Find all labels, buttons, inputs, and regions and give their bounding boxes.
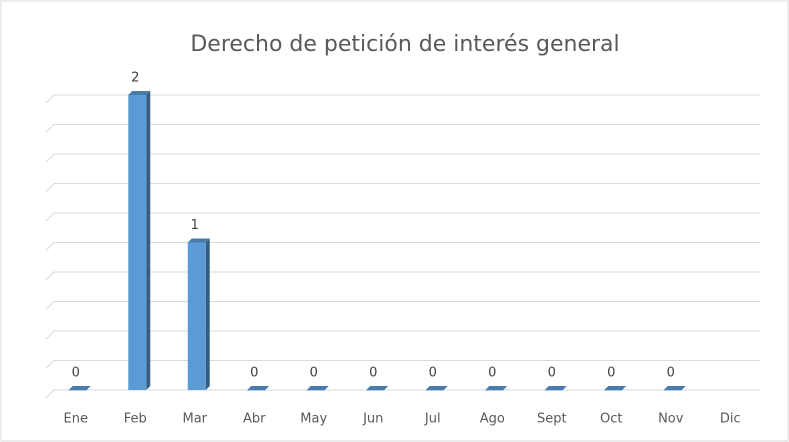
bar-front [544, 390, 563, 391]
bar [485, 386, 508, 391]
x-tick-label: Nov [658, 412, 684, 427]
value-label: 0 [72, 366, 80, 381]
bar-top [247, 386, 270, 390]
chart-title: Derecho de petición de interés general [190, 32, 619, 57]
grid-line [45, 271, 760, 281]
x-tick-label: Feb [124, 412, 147, 427]
bar-top [485, 386, 508, 390]
bar-top [68, 386, 91, 390]
bar [663, 386, 686, 391]
bar [247, 386, 270, 391]
x-tick-label: May [300, 412, 327, 427]
bar [366, 386, 389, 391]
bar-front [485, 390, 504, 391]
bar-front [425, 390, 444, 391]
bar-front [306, 390, 325, 391]
bar-front [247, 390, 266, 391]
bar-front [366, 390, 385, 391]
x-tick-label: Sept [537, 412, 567, 427]
value-label: 0 [488, 366, 496, 381]
x-tick-label: Mar [182, 412, 207, 427]
value-label: 0 [310, 366, 318, 381]
grid-line [45, 153, 760, 163]
x-tick-label: Dic [720, 412, 741, 427]
x-tick-label: Jul [424, 412, 441, 427]
bar-front [68, 390, 87, 391]
grid-line [45, 360, 760, 369]
bar [425, 386, 448, 391]
value-label: 0 [250, 366, 258, 381]
value-label: 0 [369, 366, 377, 381]
x-tick-label: Ago [480, 412, 505, 427]
grid-line [45, 242, 760, 251]
grid-line [45, 212, 760, 222]
bar-top [663, 386, 686, 390]
bar [544, 386, 567, 391]
value-label: 0 [548, 366, 556, 381]
bar-top [544, 386, 567, 390]
bar-top [366, 386, 389, 390]
grid-line [45, 183, 760, 192]
bar [306, 386, 329, 391]
bar-front [663, 390, 682, 391]
bar-top [187, 238, 210, 243]
value-label: 0 [429, 366, 437, 381]
bar-top [604, 386, 627, 390]
x-tick-label: Jun [362, 412, 383, 427]
bar [187, 238, 210, 390]
bar [68, 386, 91, 391]
value-label: 0 [667, 366, 675, 381]
grid-line [45, 124, 760, 133]
bar-top [128, 91, 151, 95]
x-tick-label: Oct [600, 412, 622, 427]
value-label: 0 [607, 366, 615, 381]
bar-front [128, 95, 147, 390]
value-label: 2 [131, 71, 139, 86]
bar-top [425, 386, 448, 390]
grid-line [45, 301, 760, 310]
x-tick-label: Abr [243, 412, 266, 427]
grid-line [45, 389, 760, 399]
bar-front [187, 242, 206, 390]
grid-line [45, 94, 760, 104]
value-label: 1 [191, 218, 199, 233]
bar [604, 386, 627, 391]
bar [128, 91, 151, 390]
x-tick-label: Ene [64, 412, 88, 427]
bar-side [146, 91, 151, 390]
grid-line [45, 330, 760, 340]
bar-top [306, 386, 329, 390]
bar-side [205, 238, 210, 390]
bar-front [604, 390, 623, 391]
